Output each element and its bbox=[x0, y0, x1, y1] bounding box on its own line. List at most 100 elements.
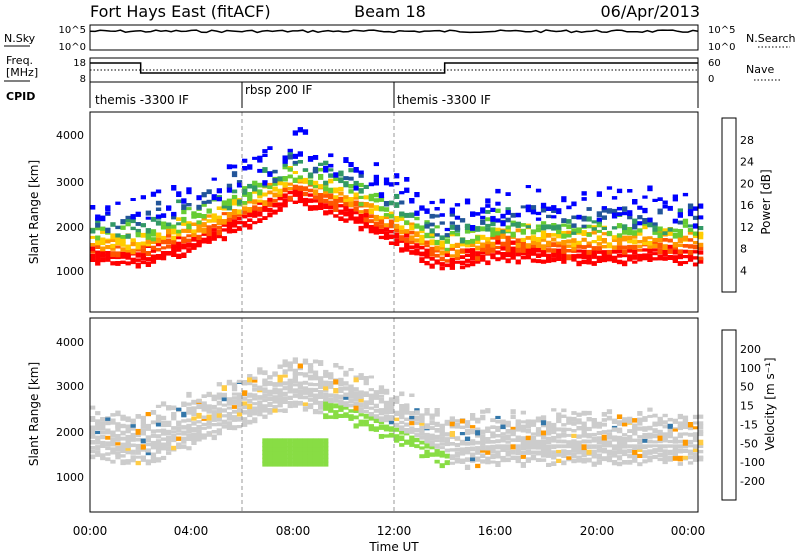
velocity-cell bbox=[490, 440, 496, 444]
velocity-cell bbox=[495, 461, 501, 467]
velocity-cell bbox=[90, 416, 96, 420]
power-cell bbox=[257, 211, 263, 217]
power-cell bbox=[414, 248, 420, 253]
velocity-cell bbox=[277, 442, 283, 448]
velocity-cell bbox=[100, 424, 106, 431]
power-cell bbox=[297, 178, 303, 182]
velocity-cell bbox=[323, 396, 329, 402]
velocity-cell bbox=[297, 457, 303, 463]
power-cell bbox=[135, 228, 141, 235]
power-cells bbox=[90, 127, 704, 271]
power-cell bbox=[611, 255, 618, 262]
velocity-cell bbox=[277, 381, 283, 387]
power-cell bbox=[530, 258, 537, 263]
velocity-cell bbox=[485, 450, 491, 455]
power-cell bbox=[247, 183, 253, 189]
velocity-cell bbox=[292, 446, 298, 452]
power-cell bbox=[510, 222, 516, 227]
power-cell bbox=[475, 240, 481, 244]
velocity-cell bbox=[166, 420, 172, 426]
velocity-cell bbox=[191, 399, 197, 405]
velocity-cell bbox=[616, 455, 623, 461]
power-colorbar bbox=[721, 117, 737, 293]
velocity-cell bbox=[201, 403, 207, 407]
velocity-cell bbox=[515, 423, 521, 430]
velocity-cell bbox=[297, 381, 303, 387]
power-cell bbox=[368, 225, 374, 230]
velocity-cell bbox=[287, 400, 293, 405]
velocity-cell bbox=[95, 445, 101, 451]
velocity-cell bbox=[627, 435, 633, 441]
colorbar-tick: -100 bbox=[740, 456, 765, 469]
velocity-cell bbox=[652, 413, 658, 418]
power-cell bbox=[277, 191, 283, 197]
power-cell bbox=[530, 239, 537, 245]
power-cell bbox=[485, 217, 491, 222]
velocity-cell bbox=[257, 408, 263, 412]
velocity-cell bbox=[302, 453, 309, 459]
power-cell bbox=[307, 172, 314, 178]
velocity-cell bbox=[429, 452, 435, 457]
power-cell bbox=[581, 230, 587, 236]
velocity-cell bbox=[226, 397, 233, 404]
power-cell bbox=[90, 250, 96, 254]
velocity-cell bbox=[140, 425, 146, 429]
velocity-cell bbox=[561, 444, 567, 449]
power-cell bbox=[394, 223, 400, 229]
velocity-cell bbox=[414, 410, 420, 416]
velocity-cell bbox=[409, 439, 415, 445]
velocity-cell bbox=[551, 422, 557, 429]
power-cell bbox=[353, 192, 359, 198]
power-cell bbox=[520, 247, 526, 253]
velocity-cell bbox=[551, 444, 557, 450]
power-cell bbox=[439, 240, 445, 245]
power-cell bbox=[672, 228, 678, 233]
velocity-cell bbox=[343, 405, 349, 410]
velocity-cell bbox=[292, 377, 298, 384]
power-cell bbox=[343, 181, 349, 188]
vel-ytick-2000: 2000 bbox=[56, 426, 84, 439]
velocity-cell bbox=[459, 425, 466, 429]
velocity-cell bbox=[343, 381, 349, 386]
velocity-cell bbox=[551, 408, 557, 412]
power-cell bbox=[500, 241, 506, 247]
velocity-cell bbox=[404, 422, 410, 427]
velocity-cell bbox=[312, 449, 319, 455]
power-cell bbox=[287, 195, 293, 201]
velocity-cell bbox=[480, 441, 486, 446]
velocity-cell bbox=[525, 444, 531, 450]
power-cell bbox=[110, 238, 116, 242]
velocity-cell bbox=[409, 420, 415, 426]
power-cell bbox=[520, 256, 526, 260]
power-cell bbox=[434, 233, 440, 237]
velocity-cell bbox=[632, 432, 638, 436]
velocity-cell bbox=[155, 434, 162, 439]
power-cell bbox=[272, 192, 278, 198]
power-cell bbox=[576, 214, 582, 220]
velocity-cell bbox=[632, 438, 638, 442]
power-cell bbox=[201, 192, 207, 198]
velocity-cell bbox=[591, 439, 597, 443]
power-cell bbox=[90, 253, 96, 258]
power-cell bbox=[383, 227, 390, 232]
power-cell bbox=[353, 218, 359, 224]
velocity-cell bbox=[323, 438, 329, 444]
power-cell bbox=[358, 218, 364, 224]
power-cell bbox=[596, 221, 602, 228]
velocity-cell bbox=[282, 374, 288, 378]
velocity-cell bbox=[530, 438, 537, 445]
power-cell bbox=[231, 189, 238, 194]
velocity-cell bbox=[145, 412, 151, 416]
power-cell bbox=[196, 224, 202, 231]
power-cell bbox=[698, 231, 704, 236]
velocity-cell bbox=[297, 449, 303, 455]
power-cell bbox=[449, 231, 455, 235]
power-cell bbox=[353, 200, 359, 207]
power-cell bbox=[444, 259, 450, 263]
velocity-cell bbox=[150, 433, 157, 437]
power-cell bbox=[414, 192, 420, 198]
velocity-cell bbox=[176, 432, 182, 436]
velocity-cell bbox=[373, 392, 379, 397]
power-cell bbox=[540, 206, 547, 213]
velocity-cell bbox=[160, 446, 167, 451]
